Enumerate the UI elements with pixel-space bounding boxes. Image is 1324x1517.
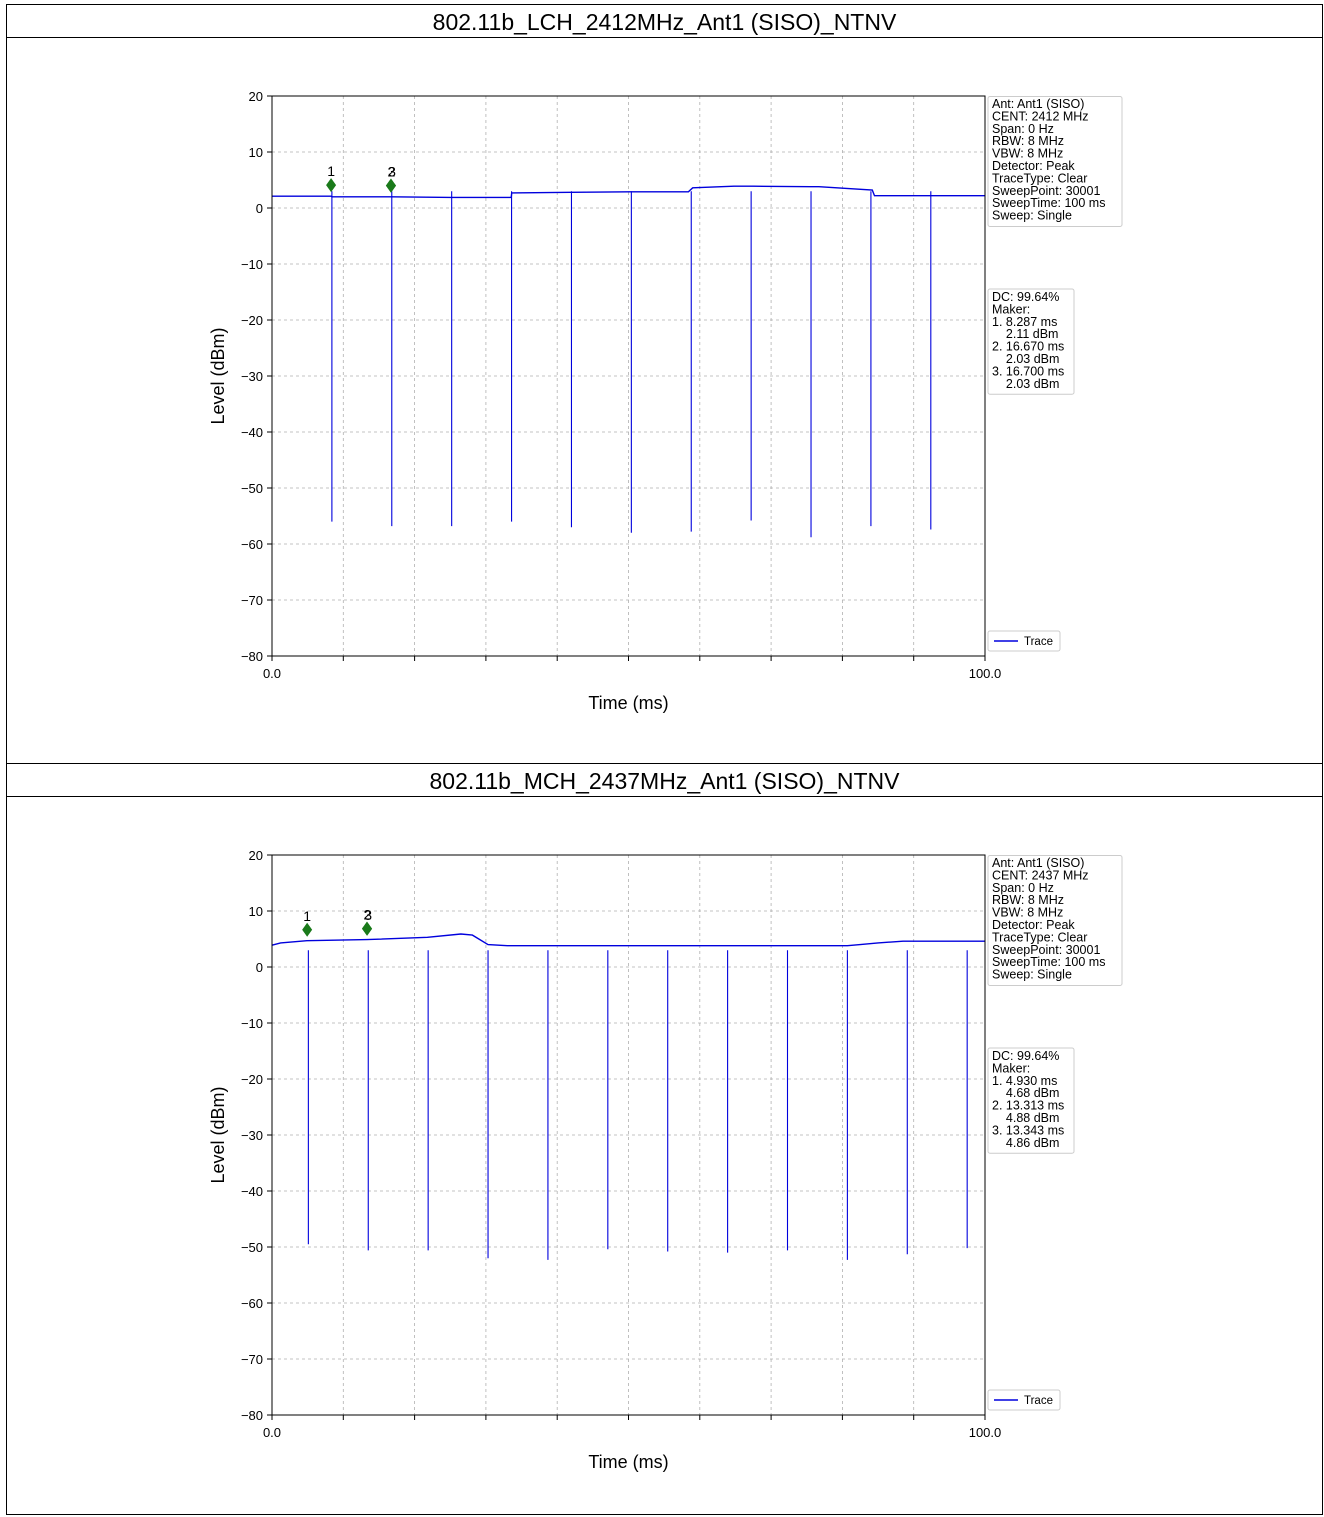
y-tick-label: −10	[241, 257, 263, 272]
info-box-line: Ant: Ant1 (SISO)	[992, 856, 1084, 870]
marker-box-line: 4.88 dBm	[992, 1111, 1059, 1125]
marker-box-line: 4.86 dBm	[992, 1136, 1059, 1150]
y-tick-label: −20	[241, 313, 263, 328]
x-tick-label: 100.0	[969, 666, 1002, 681]
y-tick-label: −40	[241, 425, 263, 440]
marker-label: 2	[364, 907, 372, 923]
y-tick-label: 10	[249, 145, 263, 160]
info-box-line: SweepPoint: 30001	[992, 184, 1100, 198]
y-tick-label: 0	[256, 201, 263, 216]
x-tick-label: 100.0	[969, 1425, 1002, 1440]
marker-label: 3	[364, 907, 372, 923]
marker-label: 1	[327, 163, 335, 179]
info-box-line: RBW: 8 MHz	[992, 893, 1064, 907]
marker-diamond	[386, 178, 397, 193]
marker-label: 1	[303, 908, 311, 924]
info-box	[987, 855, 1123, 986]
x-axis-label: Time (ms)	[588, 1452, 668, 1472]
marker-box-line: 2.11 dBm	[992, 327, 1058, 341]
legend	[987, 630, 1061, 652]
info-box-line: Detector: Peak	[992, 159, 1075, 173]
marker-box-line: 2. 13.313 ms	[992, 1099, 1064, 1113]
marker-box-line: 2. 16.670 ms	[992, 340, 1064, 354]
marker-box-line: 1. 8.287 ms	[992, 315, 1057, 329]
marker-box-line: DC: 99.64%	[992, 290, 1059, 304]
legend	[987, 1389, 1061, 1411]
panel-title-mch: 802.11b_MCH_2437MHz_Ant1 (SISO)_NTNV	[429, 768, 900, 794]
legend-label: Trace	[1024, 1395, 1053, 1407]
info-box-line: SweepTime: 100 ms	[992, 955, 1105, 969]
marker-box-line: 2.03 dBm	[992, 377, 1059, 391]
info-box-line: SweepTime: 100 ms	[992, 196, 1105, 210]
table-rule-bottom	[6, 1514, 1323, 1515]
x-tick-label: 0.0	[263, 1425, 281, 1440]
y-tick-label: −30	[241, 369, 263, 384]
x-axis-label: Time (ms)	[588, 693, 668, 713]
info-box-line: TraceType: Clear	[992, 930, 1087, 944]
marker-label: 3	[388, 164, 396, 180]
info-box-line: VBW: 8 MHz	[992, 906, 1063, 920]
chart-mch: 20 10 0 −10 −20 −30 −40 −50 −60 −70 −800.0 100.0 Tim…	[208, 848, 1123, 1472]
marker-diamond	[362, 921, 373, 936]
y-tick-label: −60	[241, 537, 263, 552]
marker-box-line: 2.03 dBm	[992, 352, 1059, 366]
legend-label: Trace	[1024, 636, 1053, 648]
info-box-line: Span: 0 Hz	[992, 881, 1054, 895]
info-box-line: Span: 0 Hz	[992, 122, 1054, 136]
x-tick-label: 0.0	[263, 666, 281, 681]
y-tick-label: 20	[249, 848, 263, 863]
marker-label: 2	[387, 164, 395, 180]
chart-lch: 20 10 0 −10 −20 −30 −40 −50 −60 −70 −800.0 100.0 Tim…	[208, 89, 1123, 713]
y-tick-label: −80	[241, 649, 263, 664]
marker-diamond	[326, 178, 337, 193]
table-rule	[6, 37, 1323, 38]
y-tick-label: 20	[249, 89, 263, 104]
info-box-line: VBW: 8 MHz	[992, 147, 1063, 161]
info-box-line: CENT: 2437 MHz	[992, 868, 1089, 882]
y-tick-label: −40	[241, 1184, 263, 1199]
info-box-line: Sweep: Single	[992, 968, 1072, 982]
info-box-line: Sweep: Single	[992, 209, 1072, 223]
y-tick-label: −50	[241, 1240, 263, 1255]
plot-area	[271, 854, 986, 1416]
y-tick-label: −10	[241, 1016, 263, 1031]
marker-box	[987, 1047, 1075, 1154]
info-box-line: RBW: 8 MHz	[992, 134, 1064, 148]
info-box-line: CENT: 2412 MHz	[992, 109, 1089, 123]
y-tick-label: −70	[241, 593, 263, 608]
y-tick-label: 10	[249, 904, 263, 919]
y-tick-label: −30	[241, 1128, 263, 1143]
marker-box-line: Maker:	[992, 1061, 1030, 1075]
info-box-line: Detector: Peak	[992, 918, 1075, 932]
y-tick-label: −50	[241, 481, 263, 496]
info-box-line: TraceType: Clear	[992, 171, 1087, 185]
info-box-line: SweepPoint: 30001	[992, 943, 1100, 957]
marker-box-line: 3. 13.343 ms	[992, 1123, 1064, 1137]
marker-box-line: 1. 4.930 ms	[992, 1074, 1057, 1088]
marker-box-line: 3. 16.700 ms	[992, 364, 1064, 378]
info-box	[987, 96, 1123, 227]
y-tick-label: 0	[256, 960, 263, 975]
table-frame	[6, 4, 1323, 1515]
marker-box-line: 4.68 dBm	[992, 1086, 1059, 1100]
marker-box	[987, 288, 1075, 395]
trace-line	[271, 933, 985, 947]
marker-diamond	[302, 922, 313, 937]
table-rule	[6, 796, 1323, 797]
table-rule-top	[6, 4, 1323, 5]
y-tick-label: −80	[241, 1408, 263, 1423]
panel-title-lch: 802.11b_LCH_2412MHz_Ant1 (SISO)_NTNV	[432, 9, 897, 35]
marker-box-line: DC: 99.64%	[992, 1049, 1059, 1063]
table-rule	[6, 763, 1323, 764]
y-axis-label: Level (dBm)	[208, 327, 228, 424]
trace-line	[272, 185, 985, 199]
marker-box-line: Maker:	[992, 302, 1030, 316]
info-box-line: Ant: Ant1 (SISO)	[992, 97, 1084, 111]
plot-area	[271, 95, 986, 657]
y-tick-label: −70	[241, 1352, 263, 1367]
y-tick-label: −60	[241, 1296, 263, 1311]
y-tick-label: −20	[241, 1072, 263, 1087]
y-axis-label: Level (dBm)	[208, 1086, 228, 1183]
